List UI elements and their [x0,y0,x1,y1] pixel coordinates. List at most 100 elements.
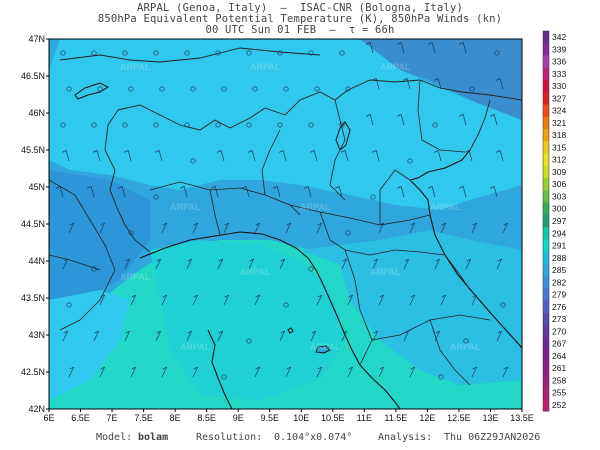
wind-barb [285,222,291,234]
lon-label: 13E [482,413,498,423]
wind-barb [124,330,130,342]
watermark-text: ARPAL [430,202,461,212]
wind-barb [254,294,260,306]
lon-label: 12E [419,413,435,423]
wind-barb [378,294,384,306]
watermark-text: ARPAL [170,202,201,212]
wind-calm-marker [97,86,103,92]
colorbar-swatch [543,55,549,69]
colorbar-label: 309 [552,167,566,177]
wind-barb [396,42,405,54]
wind-calm-marker [60,50,66,56]
wind-calm-marker [283,302,289,308]
border-region-3 [261,129,281,196]
colorbar-swatch [543,361,549,375]
wind-barb [372,258,378,270]
lon-label: 13.5E [510,413,534,423]
colorbar-swatch [543,80,549,93]
border-austria-italy [347,79,522,101]
colorbar-swatch [543,312,549,326]
wind-calm-marker [128,86,134,92]
model-label: Model: [96,432,133,443]
wind-calm-marker [153,122,159,128]
wind-barb [440,222,446,234]
lon-label: 7.5E [134,413,153,423]
wind-barb [186,258,192,270]
lon-label: 8E [170,413,181,423]
wind-barb [278,150,287,162]
wind-barb [86,186,95,198]
colorbar-swatch [543,300,549,314]
coastline-corsica [207,329,233,409]
border-region-5 [319,211,446,256]
wind-barb [303,186,312,198]
colorbar-label: 324 [552,106,566,116]
border-region-8 [429,319,471,386]
wind-barb [279,258,285,270]
wind-barb [403,330,409,342]
colorbar-swatch [543,386,549,400]
wind-barb [495,150,504,162]
wind-barb [68,222,74,234]
colorbar-label: 294 [552,228,566,238]
wind-barb [365,42,374,54]
colorbar-label: 273 [552,314,566,324]
wind-calm-marker [308,122,314,128]
wind-barb [192,222,198,234]
wind-barb [409,366,415,378]
wind-barb [254,222,260,234]
wind-barbs [55,42,508,380]
field-northeast-low [360,39,522,120]
colorbar-swatch [543,276,549,289]
wind-barb [285,366,291,378]
colorbar-label: 267 [552,339,566,349]
wind-calm-marker [469,86,475,92]
wind-barb [223,294,229,306]
wind-barb [272,186,281,198]
watermark-text: ARPAL [310,342,341,352]
wind-calm-marker [407,158,413,164]
wind-barb [471,366,477,378]
colorbar-swatch [543,104,549,118]
wind-barb [99,222,105,234]
wind-barb [130,366,136,378]
wind-calm-marker [60,122,66,128]
wind-barb [458,186,467,198]
watermark-text: ARPAL [180,342,211,352]
wind-barb [92,150,101,162]
colorbar-label: 339 [552,44,566,54]
colorbar-label: 276 [552,302,566,312]
wind-calm-marker [500,302,506,308]
wind-barb [155,330,161,342]
border-region-10 [329,99,346,201]
wind-calm-marker [246,50,252,56]
header-line-1: ARPAL (Genoa, Italy) — ISAC-CNR (Bologna… [136,2,464,14]
lat-label: 44.5N [21,219,45,229]
watermark-text: ARPAL [240,267,271,277]
colorbar-label: 261 [552,363,566,373]
colorbar-swatch [543,337,549,351]
colorbar-swatch [543,227,549,240]
lon-label: 11E [357,413,372,423]
lon-label: 10E [293,413,309,423]
wind-barb [496,330,502,342]
lon-label: 9.5E [260,413,279,423]
wind-calm-marker [190,86,196,92]
wind-calm-marker [215,122,221,128]
border-region-7 [344,249,491,341]
wind-barb [61,150,70,162]
wind-barb [217,330,223,342]
wind-calm-marker [153,50,159,56]
lat-label: 43N [28,330,45,340]
coastline-ligurian [139,231,401,409]
colorbar-label: 252 [552,400,566,410]
watermark-text: ARPAL [370,267,401,277]
wind-barb [279,330,285,342]
wind-calm-marker [221,374,227,380]
colorbar-label: 297 [552,216,566,226]
colorbar-swatch [543,116,549,130]
wind-barb [496,258,502,270]
colorbar-swatch [543,202,549,216]
wind-barb [210,186,219,198]
resolution-label: Resolution: [196,432,263,443]
